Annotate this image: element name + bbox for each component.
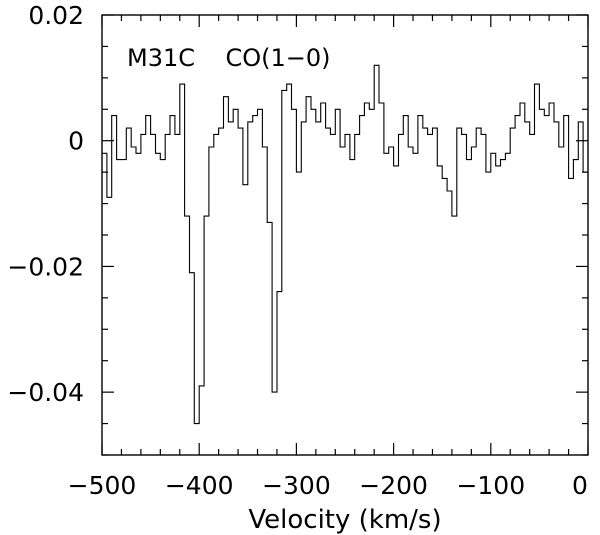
y-tick-label: 0.02 [28, 1, 84, 30]
spectrum-step-line [102, 64, 588, 425]
axis-tick-labels: −500 −400 −300 −200 −100 0 0.02 0 −0.02 −0.04 [7, 1, 588, 500]
x-tick-label: −100 [456, 471, 525, 500]
chart-title: M31C CO(1−0) [127, 44, 331, 72]
plot-frame [101, 14, 589, 456]
y-tick-label: −0.04 [7, 378, 84, 407]
x-tick-label: −200 [359, 471, 428, 500]
x-tick-label: −400 [165, 471, 234, 500]
x-axis-label: Velocity (km/s) [248, 505, 441, 535]
y-tick-label: −0.02 [7, 252, 84, 281]
x-tick-label: −300 [262, 471, 331, 500]
y-tick-label: 0 [68, 127, 84, 156]
axis-ticks [101, 14, 589, 456]
x-tick-label: 0 [572, 471, 588, 500]
x-tick-label: −500 [68, 471, 137, 500]
